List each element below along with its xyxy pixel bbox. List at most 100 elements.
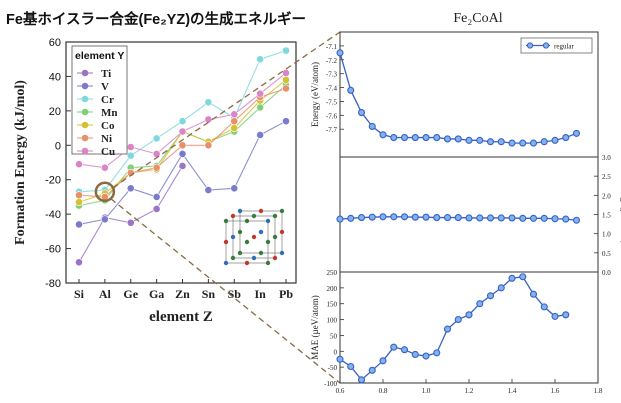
data-point [562,134,570,142]
atom [237,250,243,256]
data-point [572,216,581,224]
data-point [411,350,419,359]
atom [244,218,250,224]
data-point [497,214,505,222]
data-point [256,55,265,64]
data-point [75,191,83,200]
data-point [508,214,516,222]
data-point [100,215,109,224]
atom [223,260,229,266]
legend-swatch-marker [542,42,550,49]
legend-title: element Y [75,50,124,62]
x-tick-label: 1.6 [551,387,560,395]
atom [258,208,264,214]
data-point [508,139,516,147]
data-point [454,214,462,222]
data-point [551,136,559,144]
x-tick-label: 1.8 [594,387,603,395]
data-point [75,220,83,229]
data-point [379,213,387,221]
y-tick-label: 1.0 [602,231,611,239]
data-point [379,131,387,139]
data-point [390,134,398,142]
x-axis-label: element Z [149,309,213,325]
fe2coal-panels: -7.1 -7.2 -7.3 -7.4 -7.5 -7.6 -7.7 Energy (eV/a… [310,31,621,395]
data-point [126,218,135,227]
y-tick-label: 0 [55,140,61,152]
data-point [152,193,161,201]
crystal-structure-icon [223,208,285,266]
y-tick-label: 2.0 [602,192,611,200]
data-point [562,311,570,319]
legend-swatch-marker [81,147,89,155]
data-point [443,135,452,143]
data-point [562,215,570,223]
atom [272,255,278,261]
data-point [178,127,187,136]
data-point [519,273,527,281]
data-point [465,214,473,222]
data-point [368,122,376,130]
atom [230,255,236,261]
atom [279,250,285,256]
data-point [390,213,398,221]
data-point [443,214,452,222]
legend-swatch-marker [526,42,534,49]
y-tick-label: -100 [324,380,337,388]
data-point [390,343,398,351]
y-tick-label: -50 [328,364,338,372]
y-tick-label: -7.4 [326,85,338,93]
data-point [422,352,430,360]
page-title: Fe基ホイスラー合金(Fe₂YZ)の生成エネルギー [6,10,306,28]
y-tick-label: -20 [45,175,61,187]
legend-frame [520,37,593,54]
data-point [497,138,505,146]
data-point [178,141,187,150]
y-tick-label: -7.7 [326,126,338,134]
x-tick-label: Ge [123,287,138,301]
data-point [75,160,83,169]
atom [230,213,236,219]
y-tick-label: 3.0 [602,154,611,162]
right-chart-title: Fe₂CoAl [453,11,502,26]
data-point [230,184,239,193]
data-point [433,214,441,222]
data-point [400,346,409,354]
y-tick-label: 100 [327,317,338,325]
plot-frame [65,41,297,284]
y-tick-label: -60 [45,244,61,256]
legend-label: Ti [101,68,111,80]
data-point [422,213,430,221]
data-point [230,110,239,119]
y-tick-label: 0 [334,348,338,356]
legend-swatch-marker [81,69,89,77]
y-tick-label: 60 [49,37,61,49]
legend-swatch-marker [81,95,89,103]
data-point [486,214,495,222]
panel-frame [339,271,599,384]
atom [223,239,229,245]
atom [223,218,229,224]
atom [244,260,250,266]
data-point [100,163,109,172]
atom [230,234,236,240]
series-cu [75,69,290,172]
data-point [204,186,213,194]
y-tick-label: 250 [327,269,338,277]
legend-label: Ni [101,133,112,145]
y-tick-label: 50 [330,332,338,340]
data-point [508,274,516,282]
data-point [519,214,527,222]
panel-3: -100 -50 0 50 100 150 200 250 MAE (µeV/atom) 0.6 0… [310,269,603,395]
atom [251,213,257,219]
series-v [75,117,290,229]
x-tick-label: Sn [202,287,216,301]
data-point [551,312,559,320]
data-point [443,325,452,333]
data-point [433,349,441,357]
data-point [519,139,527,147]
atom [237,229,243,235]
data-point [336,49,344,57]
data-point [347,214,355,222]
